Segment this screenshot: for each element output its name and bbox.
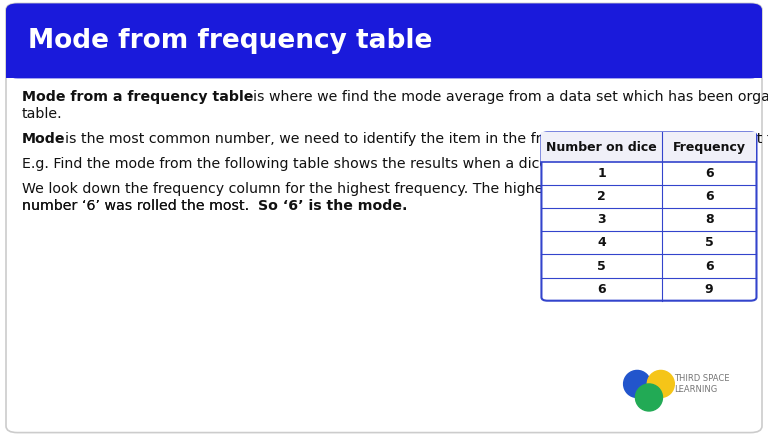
Text: 6: 6	[705, 167, 713, 180]
Text: We look down the frequency column for the highest frequency. The highest frequen: We look down the frequency column for th…	[22, 182, 701, 196]
Text: 9: 9	[705, 283, 713, 296]
Text: 6: 6	[705, 190, 713, 203]
Bar	[6, 41, 762, 78]
Bar	[543, 133, 755, 147]
Text: table.: table.	[22, 107, 62, 121]
Text: Mode: Mode	[22, 133, 65, 146]
Text: 5: 5	[598, 259, 606, 272]
Text: E.g. Find the mode from the following table shows the results when a dice is rol: E.g. Find the mode from the following ta…	[22, 157, 679, 171]
FancyBboxPatch shape	[541, 133, 756, 301]
Text: number ‘6’ was rolled the most.: number ‘6’ was rolled the most.	[22, 199, 257, 213]
Text: 6: 6	[705, 259, 713, 272]
Text: Mode from a frequency table: Mode from a frequency table	[22, 90, 253, 104]
Ellipse shape	[635, 384, 663, 411]
Text: 8: 8	[705, 213, 713, 226]
Text: Mode from frequency table: Mode from frequency table	[28, 28, 432, 54]
Ellipse shape	[624, 371, 650, 398]
Text: is where we find the mode average from a data set which has been organised into : is where we find the mode average from a…	[253, 90, 768, 104]
Ellipse shape	[647, 371, 674, 398]
Text: Frequency: Frequency	[673, 141, 746, 154]
Text: 3: 3	[598, 213, 606, 226]
FancyBboxPatch shape	[6, 3, 762, 78]
Text: 6: 6	[598, 283, 606, 296]
Text: 5: 5	[705, 236, 713, 249]
Text: number ‘6’ was rolled the most.: number ‘6’ was rolled the most.	[22, 199, 257, 213]
FancyBboxPatch shape	[6, 3, 762, 433]
Text: 4: 4	[598, 236, 606, 249]
Text: 2: 2	[598, 190, 606, 203]
Text: So ‘6’ is the mode.: So ‘6’ is the mode.	[257, 199, 407, 213]
Text: is the most common number, we need to identify the item in the frequency table w: is the most common number, we need to id…	[65, 133, 768, 146]
Text: Number on dice: Number on dice	[546, 141, 657, 154]
Text: 1: 1	[598, 167, 606, 180]
Text: THIRD SPACE
LEARNING: THIRD SPACE LEARNING	[674, 374, 730, 394]
Bar	[541, 133, 756, 162]
